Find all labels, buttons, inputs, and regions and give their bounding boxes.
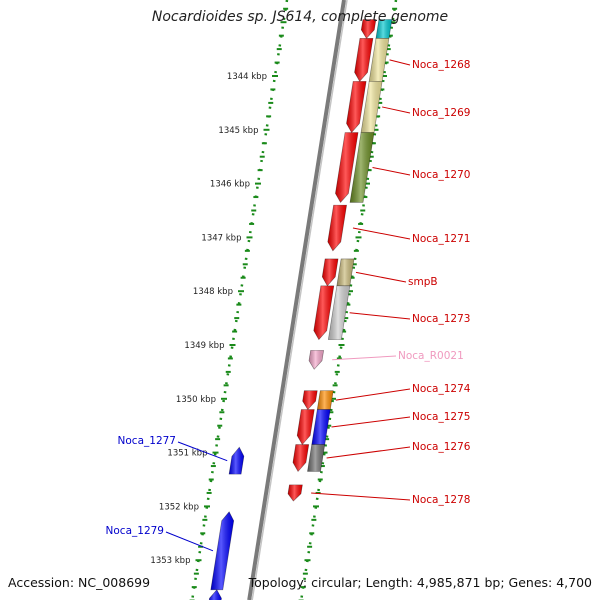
- feature-label: smpB: [408, 276, 438, 288]
- gene-track: [208, 19, 377, 600]
- scale-tick-label: 1350 kbp: [176, 395, 216, 405]
- gene-noca-r0021: [308, 350, 324, 370]
- scale-tick-label: 1347 kbp: [201, 233, 241, 243]
- label-leader: [332, 355, 397, 361]
- feature-label: Noca_1268: [412, 59, 470, 71]
- genome-title: Nocardioides sp. JS614, complete genome: [151, 9, 449, 25]
- gene-arrow-shade: [346, 81, 367, 134]
- gene-noca-1273: [313, 285, 335, 341]
- accession-label: Accession: NC_008699: [8, 575, 151, 590]
- gene-noca-1274: [302, 390, 318, 411]
- gene-arrow-shade: [354, 38, 374, 82]
- gene-arrow-shade: [360, 19, 377, 39]
- gene-arrow-shade: [313, 285, 335, 341]
- feature-label: Noca_1278: [412, 494, 470, 506]
- gene-noca-1269: [346, 81, 367, 134]
- cog-block-shade: [316, 390, 334, 410]
- gene-noca-1275: [296, 409, 315, 446]
- feature-label: Noca_R0021: [398, 350, 464, 362]
- gene-noca-1278: [287, 484, 303, 502]
- backbone-highlight: [251, 0, 348, 600]
- label-leader: [355, 271, 407, 283]
- label-leader: [349, 312, 411, 320]
- scale-tick-label: 1352 kbp: [159, 502, 199, 512]
- gene-arrow-shade: [287, 484, 303, 502]
- gene-noca-1276: [292, 444, 310, 472]
- cog-block-shade: [336, 258, 355, 287]
- gene-arrow-shade: [327, 204, 347, 252]
- gene-arrow-shade: [308, 350, 324, 370]
- gene-smpb: [321, 258, 339, 287]
- genome-summary: Topology: circular; Length: 4,985,871 bp…: [248, 575, 592, 590]
- label-leader: [326, 446, 411, 459]
- label-leader: [381, 106, 411, 114]
- cog-block-shade: [327, 285, 351, 340]
- feature-label: Noca_1276: [412, 441, 471, 453]
- backbone: [247, 0, 348, 600]
- gene-unnamed-14: [208, 589, 222, 600]
- scale-tick-label: 1353 kbp: [150, 556, 190, 566]
- label-leader: [335, 388, 411, 401]
- scale-tick-label: 1351 kbp: [167, 449, 207, 459]
- feature-label: Noca_1275: [412, 411, 470, 423]
- gene-arrow-shade: [210, 511, 235, 591]
- cog-track: [307, 19, 393, 472]
- label-leader: [389, 59, 411, 66]
- label-leader: [352, 227, 411, 240]
- scale-ticks: 1344 kbp 1345 kbp 1346 kbp 1347 kbp 1348 kbp…: [150, 0, 398, 600]
- label-leader: [311, 492, 411, 501]
- scale-tick-label: 1349 kbp: [184, 341, 224, 351]
- gene-noca-1270: [335, 132, 359, 203]
- gene-arrow-shade: [302, 390, 318, 411]
- feature-label: Noca_1273: [412, 313, 470, 325]
- scale-tick-label: 1348 kbp: [193, 287, 233, 297]
- label-leader: [177, 441, 228, 462]
- gene-unnamed-0: [360, 19, 377, 39]
- cog-block-shade: [349, 132, 375, 203]
- feature-label: Noca_1277: [118, 435, 176, 447]
- feature-label: Noca_1274: [412, 383, 471, 395]
- gene-noca-1268: [354, 38, 374, 82]
- label-leader: [331, 416, 411, 428]
- feature-label: Noca_1269: [412, 107, 470, 119]
- label-leader: [165, 531, 214, 552]
- feature-label: Noca_1279: [106, 525, 164, 537]
- gene-arrow-shade: [228, 446, 245, 475]
- gene-arrow-shade: [292, 444, 310, 472]
- gene-arrow-shade: [208, 589, 222, 600]
- gene-arrow-shade: [296, 409, 315, 446]
- scale-tick-label: 1345 kbp: [218, 126, 258, 136]
- gene-arrow-shade: [335, 132, 359, 203]
- label-leader: [372, 166, 411, 176]
- gene-noca-1277: [228, 446, 245, 475]
- gene-noca-1271: [327, 204, 347, 252]
- scale-tick-label: 1346 kbp: [210, 180, 250, 190]
- feature-label: Noca_1271: [412, 233, 470, 245]
- scale-tick-label: 1344 kbp: [227, 72, 267, 82]
- feature-label: Noca_1270: [412, 169, 470, 181]
- gene-arrow-shade: [321, 258, 339, 287]
- backbone-line: [247, 0, 346, 600]
- cog-block-shade: [307, 444, 326, 472]
- feature-labels: Noca_1268 Noca_1269 Noca_1270 Noca_1271 smpB…: [106, 59, 471, 552]
- gene-noca-1279: [210, 511, 235, 591]
